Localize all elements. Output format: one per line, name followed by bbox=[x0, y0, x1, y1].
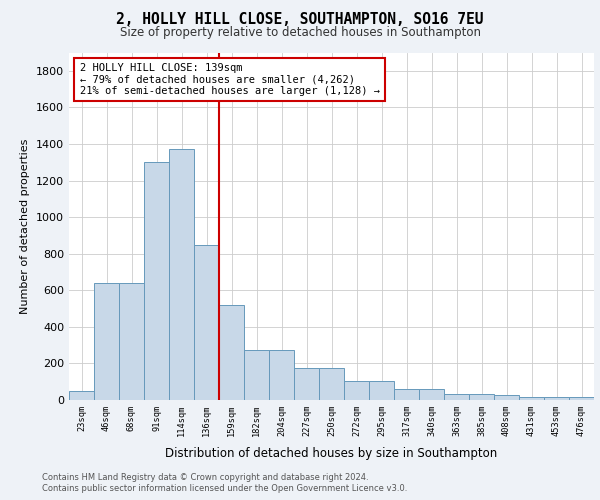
Bar bbox=[344, 381, 369, 400]
Bar bbox=[544, 398, 569, 400]
Bar bbox=[319, 368, 344, 400]
Y-axis label: Number of detached properties: Number of detached properties bbox=[20, 138, 31, 314]
Bar bbox=[119, 283, 144, 400]
Bar bbox=[269, 350, 294, 400]
Text: Contains HM Land Registry data © Crown copyright and database right 2024.: Contains HM Land Registry data © Crown c… bbox=[42, 472, 368, 482]
Text: Contains public sector information licensed under the Open Government Licence v3: Contains public sector information licen… bbox=[42, 484, 407, 493]
Bar bbox=[219, 305, 244, 400]
Bar bbox=[94, 283, 119, 400]
Bar bbox=[519, 398, 544, 400]
Bar bbox=[494, 395, 519, 400]
Bar bbox=[244, 350, 269, 400]
Bar bbox=[394, 389, 419, 400]
Bar bbox=[469, 394, 494, 400]
X-axis label: Distribution of detached houses by size in Southampton: Distribution of detached houses by size … bbox=[166, 448, 497, 460]
Text: Size of property relative to detached houses in Southampton: Size of property relative to detached ho… bbox=[119, 26, 481, 39]
Bar bbox=[169, 150, 194, 400]
Bar bbox=[69, 391, 94, 400]
Bar bbox=[294, 368, 319, 400]
Text: 2, HOLLY HILL CLOSE, SOUTHAMPTON, SO16 7EU: 2, HOLLY HILL CLOSE, SOUTHAMPTON, SO16 7… bbox=[116, 12, 484, 28]
Bar bbox=[569, 398, 594, 400]
Bar bbox=[369, 381, 394, 400]
Bar bbox=[444, 394, 469, 400]
Bar bbox=[194, 246, 219, 400]
Bar bbox=[144, 162, 169, 400]
Bar bbox=[419, 389, 444, 400]
Text: 2 HOLLY HILL CLOSE: 139sqm
← 79% of detached houses are smaller (4,262)
21% of s: 2 HOLLY HILL CLOSE: 139sqm ← 79% of deta… bbox=[79, 63, 380, 96]
